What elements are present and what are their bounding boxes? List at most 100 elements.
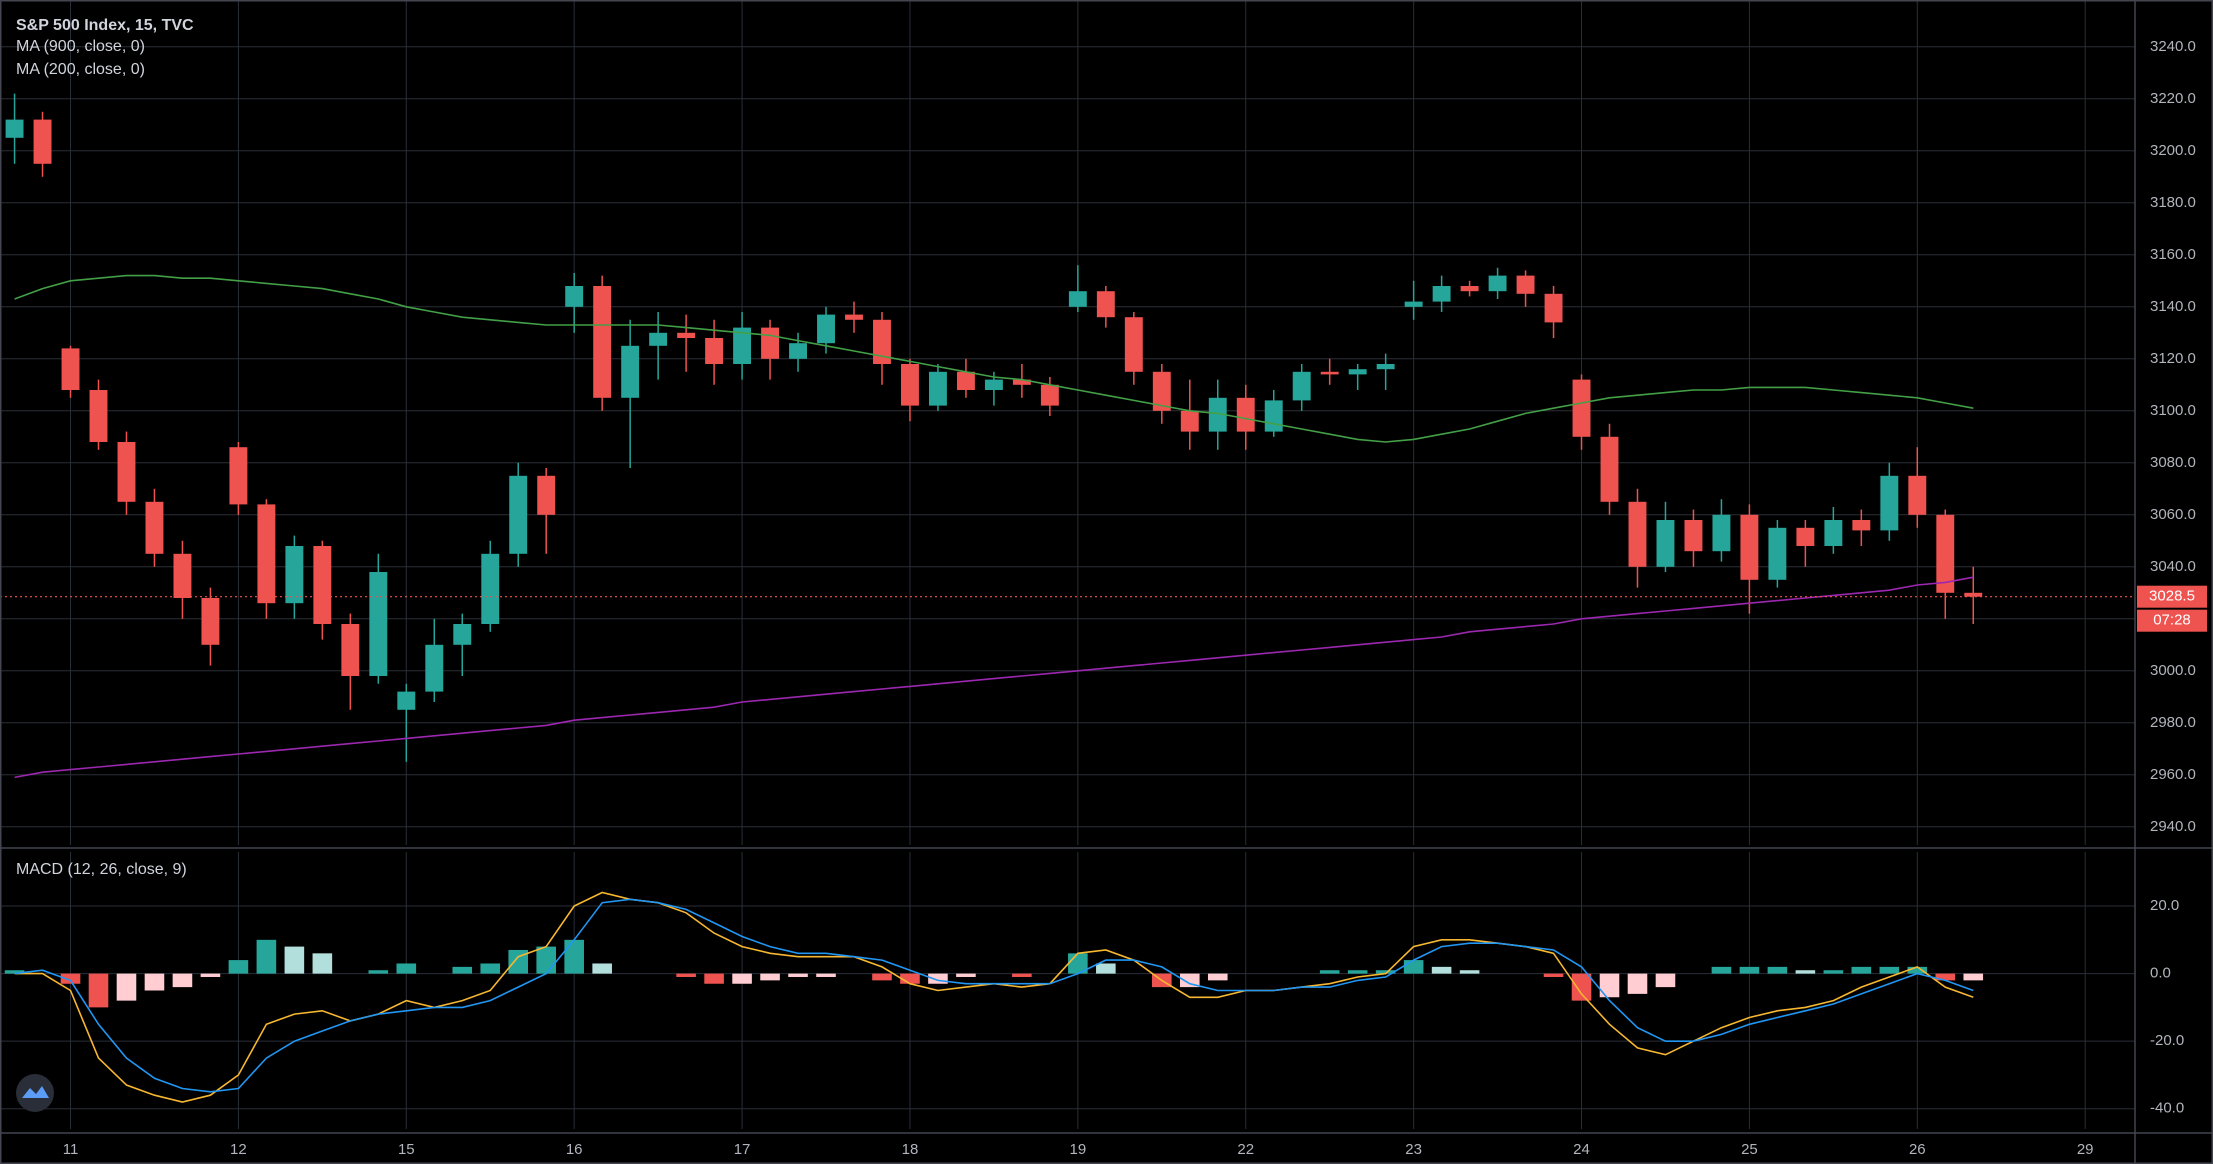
candle-body xyxy=(173,553,192,598)
x-tick-label: 23 xyxy=(1405,1141,1422,1158)
histogram-bar xyxy=(1347,970,1368,974)
y-tick-label: 3100.0 xyxy=(2150,402,2196,419)
candle-body xyxy=(733,327,752,364)
histogram-bar xyxy=(1403,960,1424,974)
candle-body xyxy=(1488,275,1507,292)
histogram-bar xyxy=(1096,963,1116,974)
candle-body xyxy=(1824,520,1843,546)
candle-body xyxy=(425,644,444,692)
histogram-bar xyxy=(1823,970,1844,974)
histogram-bar xyxy=(144,973,165,991)
histogram-bar xyxy=(1375,970,1396,974)
histogram-bar xyxy=(928,973,948,984)
candle-body xyxy=(1572,379,1591,437)
y-tick-label: 3200.0 xyxy=(2150,142,2196,159)
candle-body xyxy=(201,598,220,645)
histogram-bar xyxy=(1459,970,1480,974)
histogram-bar xyxy=(172,973,193,988)
histogram-bar xyxy=(1767,966,1788,974)
candle-body xyxy=(257,504,276,604)
candle-body xyxy=(1208,397,1227,432)
histogram-bar xyxy=(256,939,277,974)
marks-layer xyxy=(0,93,2135,1103)
y-tick-label: 3120.0 xyxy=(2150,350,2196,367)
histogram-bar xyxy=(368,970,389,974)
macd-title: MACD (12, 26, close, 9) xyxy=(16,861,187,878)
legend-entry: MA (200, close, 0) xyxy=(16,61,145,78)
histogram-bar xyxy=(1907,966,1928,974)
candle-body xyxy=(1908,475,1927,515)
candle-body xyxy=(1768,527,1787,580)
histogram-bar xyxy=(480,963,501,974)
histogram-bar xyxy=(60,973,81,984)
y-tick-label: 0.0 xyxy=(2150,965,2171,982)
candle-body xyxy=(677,332,696,338)
histogram-bar xyxy=(1739,966,1760,974)
candle-body xyxy=(705,338,724,364)
candle-body xyxy=(1124,317,1143,372)
candle-body xyxy=(817,314,835,344)
x-tick-label: 24 xyxy=(1573,1141,1590,1158)
candle-body xyxy=(1740,514,1759,580)
x-tick-label: 26 xyxy=(1909,1141,1926,1158)
histogram-bar xyxy=(1711,966,1732,974)
histogram-bar xyxy=(1655,973,1676,988)
candle-body xyxy=(1600,436,1619,502)
candle-body xyxy=(1376,364,1395,370)
candle-body xyxy=(873,319,891,364)
chart-title: S&P 500 Index, 15, TVC xyxy=(16,17,194,34)
candle-body xyxy=(901,364,919,406)
candle-body xyxy=(481,553,500,624)
y-tick-label: 3160.0 xyxy=(2150,246,2196,263)
y-tick-label: 3180.0 xyxy=(2150,194,2196,211)
histogram-bar xyxy=(1935,973,1956,981)
candle-body xyxy=(1040,384,1059,406)
y-tick-label: 2940.0 xyxy=(2150,818,2196,835)
y-tick-label: 3080.0 xyxy=(2150,454,2196,471)
y-tick-label: 3140.0 xyxy=(2150,298,2196,315)
candle-body xyxy=(369,572,388,676)
candle-body xyxy=(649,332,668,346)
countdown-box xyxy=(2137,609,2207,632)
histogram-bar xyxy=(312,953,333,974)
candle-body xyxy=(1852,520,1871,531)
logo[interactable] xyxy=(16,1074,54,1112)
y-tick-label: 2980.0 xyxy=(2150,714,2196,731)
histogram-bar xyxy=(452,966,473,974)
candle-body xyxy=(229,447,248,505)
candle-body xyxy=(1964,592,1983,597)
x-tick-label: 18 xyxy=(902,1141,919,1158)
candle-body xyxy=(1404,301,1423,307)
candle-body xyxy=(1544,293,1563,323)
candle-body xyxy=(621,345,640,398)
candle-body xyxy=(509,475,528,554)
y-tick-label: 3000.0 xyxy=(2150,662,2196,679)
histogram-bar xyxy=(1627,973,1648,994)
logo-mark[interactable] xyxy=(22,1086,49,1098)
candle-body xyxy=(956,371,975,390)
histogram-bar xyxy=(956,973,976,977)
candle-body xyxy=(537,475,556,515)
candle-body xyxy=(1152,371,1171,411)
candle-body xyxy=(397,691,416,710)
candle-body xyxy=(1796,527,1815,546)
y-tick-label: 2960.0 xyxy=(2150,766,2196,783)
histogram-bar xyxy=(396,963,417,974)
histogram-bar xyxy=(1851,966,1872,974)
histogram-bar xyxy=(508,949,529,974)
histogram-bar xyxy=(116,973,137,1001)
candle-body xyxy=(1880,475,1899,531)
x-tick-label: 12 xyxy=(230,1141,247,1158)
candle-body xyxy=(1684,520,1703,552)
x-tick-label: 25 xyxy=(1741,1141,1758,1158)
series-line xyxy=(14,274,1974,443)
histogram-bar xyxy=(900,973,920,984)
histogram-bar xyxy=(1543,973,1564,977)
x-tick-label: 11 xyxy=(63,1141,79,1158)
histogram-bar xyxy=(1571,973,1592,1001)
histogram-bar xyxy=(1963,973,1984,981)
histogram-bar xyxy=(1012,973,1032,977)
candle-body xyxy=(593,286,612,398)
